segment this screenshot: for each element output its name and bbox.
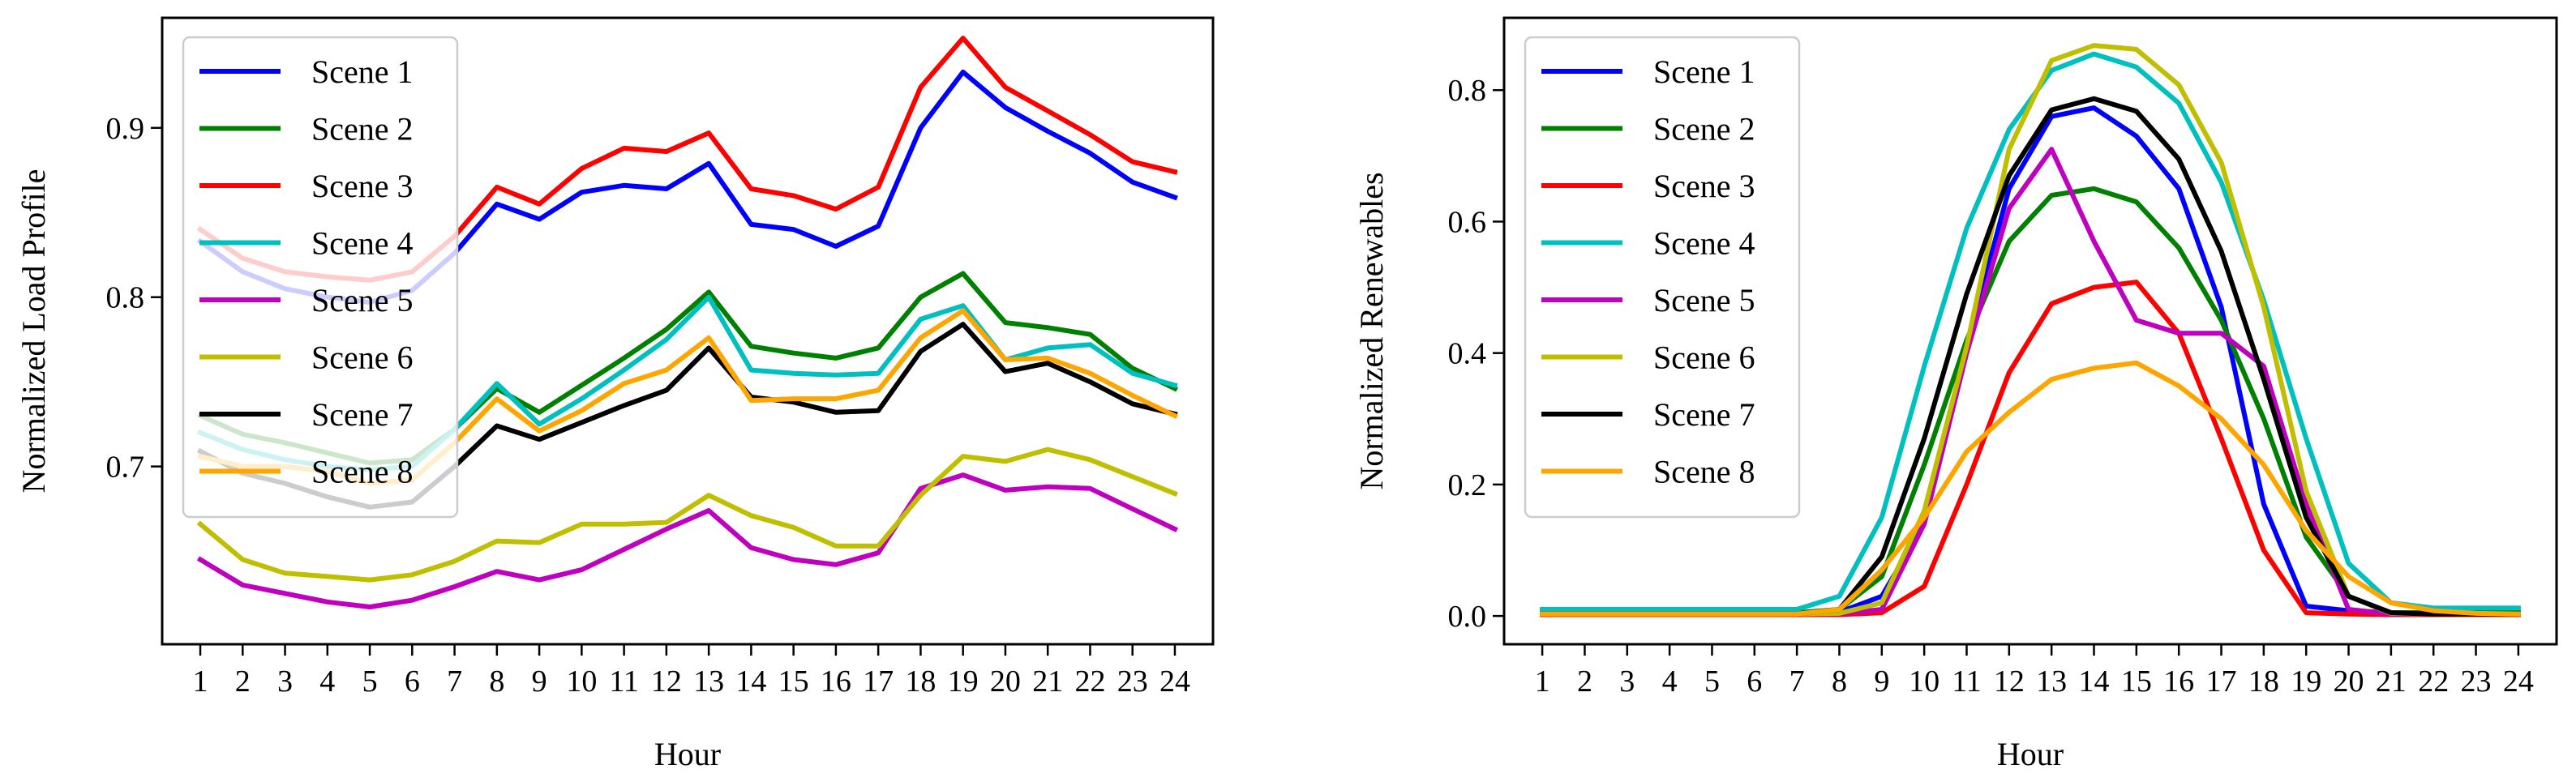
renewables-x-tick-label-6: 6 (1747, 664, 1762, 699)
renewables-legend-label-3: Scene 3 (1653, 168, 1755, 204)
renewables-legend-label-2: Scene 2 (1653, 111, 1755, 147)
load-x-tick-label-14: 14 (735, 664, 766, 699)
renewables-series-group (1540, 43, 2521, 617)
load-legend-label-8: Scene 8 (311, 454, 414, 490)
renewables-x-tick-label-1: 1 (1535, 664, 1550, 699)
load-x-tick-label-9: 9 (532, 664, 547, 699)
renewables-x-tick-label-5: 5 (1704, 664, 1720, 699)
renewables-x-tick-label-16: 16 (2163, 664, 2194, 699)
load-series-6-line (196, 447, 1178, 583)
load-x-tick-label-13: 13 (693, 664, 724, 699)
load-legend-label-3: Scene 3 (311, 168, 414, 204)
load-x-tick-label-12: 12 (651, 664, 682, 699)
load-legend-label-1: Scene 1 (311, 53, 414, 90)
renewables-x-tick-label-19: 19 (2291, 664, 2321, 699)
renewables-x-tick-label-20: 20 (2334, 664, 2364, 699)
load-x-tick-label-17: 17 (863, 664, 894, 699)
load-x-tick-label-2: 2 (235, 664, 251, 699)
renewables-x-tick-label-7: 7 (1789, 664, 1805, 699)
load-x-tick-label-11: 11 (609, 664, 639, 699)
load-legend-label-2: Scene 2 (311, 111, 414, 147)
load-x-tick-label-19: 19 (948, 664, 979, 699)
renewables-x-tick-label-22: 22 (2418, 664, 2449, 699)
load-x-tick-label-21: 21 (1032, 664, 1063, 699)
load-y-tick-label-0: 0.7 (106, 451, 145, 485)
renewables-legend-label-5: Scene 5 (1653, 282, 1755, 318)
load-y-tick-label-2: 0.9 (106, 112, 145, 146)
load-x-tick-label-3: 3 (277, 664, 293, 699)
load-x-tick-label-7: 7 (447, 664, 462, 699)
renewables-x-tick-label-15: 15 (2121, 664, 2152, 699)
load-legend-box (182, 36, 459, 519)
renewables-legend-label-1: Scene 1 (1653, 53, 1755, 90)
renewables-y-tick-label-3: 0.6 (1448, 205, 1487, 239)
renewables-legend: Scene 1 Scene 2 Scene 3 Scene 4 Scene 5 Scene… (1524, 36, 1801, 519)
load-x-tick-label-10: 10 (566, 664, 597, 699)
renewables-y-tick-label-1: 0.2 (1448, 468, 1487, 502)
renewables-x-tick-label-18: 18 (2248, 664, 2279, 699)
renewables-x-tick-label-11: 11 (1952, 664, 1982, 699)
renewables-legend-label-8: Scene 8 (1653, 454, 1755, 490)
load-legend: Scene 1 Scene 2 Scene 3 Scene 4 Scene 5 Scene… (182, 36, 459, 519)
renewables-x-tick-label-21: 21 (2376, 664, 2407, 699)
load-x-tick-label-8: 8 (489, 664, 504, 699)
load-x-tick-label-18: 18 (905, 664, 936, 699)
load-x-tick-label-16: 16 (821, 664, 851, 699)
renewables-x-tick-label-8: 8 (1832, 664, 1847, 699)
renewables-x-tick-label-9: 9 (1874, 664, 1889, 699)
renewables-x-tick-label-14: 14 (2079, 664, 2110, 699)
renewables-x-tick-label-3: 3 (1619, 664, 1635, 699)
renewables-legend-label-7: Scene 7 (1653, 396, 1755, 433)
renewables-x-tick-label-10: 10 (1909, 664, 1940, 699)
load-x-tick-label-22: 22 (1074, 664, 1105, 699)
load-series-5-line (196, 472, 1179, 609)
load-x-axis-label: Hour (654, 736, 721, 772)
load-x-tick-label-23: 23 (1117, 664, 1148, 699)
renewables-x-tick-label-23: 23 (2461, 664, 2492, 699)
renewables-chart: 1 2 3 4 5 6 7 8 9 10 11 12 13 14 15 16 17 18 19 20 21 22 23 240… (1353, 16, 2558, 772)
load-x-tick-label-20: 20 (990, 664, 1021, 699)
load-x-tick-label-5: 5 (362, 664, 378, 699)
renewables-axes-frame (1502, 16, 2558, 646)
load-axes-frame (161, 16, 1215, 646)
load-legend-label-4: Scene 4 (311, 225, 414, 262)
renewables-y-axis-label: Normalized Renewables (1353, 172, 1390, 489)
renewables-legend-label-4: Scene 4 (1653, 225, 1755, 262)
load-x-tick-label-1: 1 (193, 664, 208, 699)
renewables-series-8-line (1540, 360, 2521, 617)
renewables-y-tick-label-2: 0.4 (1448, 337, 1487, 371)
load-legend-label-6: Scene 6 (311, 340, 414, 376)
renewables-x-tick-label-4: 4 (1662, 664, 1678, 699)
renewables-x-tick-label-24: 24 (2503, 664, 2534, 699)
load-x-tick-label-24: 24 (1159, 664, 1190, 699)
renewables-legend-label-6: Scene 6 (1653, 340, 1755, 376)
renewables-legend-box (1524, 36, 1801, 519)
renewables-y-tick-label-4: 0.8 (1448, 74, 1487, 108)
renewables-x-tick-label-2: 2 (1577, 664, 1592, 699)
renewables-x-tick-label-17: 17 (2206, 664, 2237, 699)
renewables-x-axis-label: Hour (1997, 736, 2064, 772)
load-legend-label-5: Scene 5 (311, 282, 414, 318)
load-x-tick-label-6: 6 (405, 664, 420, 699)
load-x-tick-label-15: 15 (778, 664, 809, 699)
load-y-axis-label: Normalized Load Profile (15, 169, 52, 494)
load-legend-label-7: Scene 7 (311, 396, 414, 433)
renewables-x-tick-label-12: 12 (1994, 664, 2025, 699)
load-x-tick-label-4: 4 (319, 664, 335, 699)
load-chart: 1 2 3 4 5 6 7 8 9 10 11 12 13 14 15 16 17 18 19 20 21 22 23 240… (15, 16, 1215, 772)
load-y-tick-label-1: 0.8 (106, 281, 145, 315)
renewables-x-tick-label-13: 13 (2036, 664, 2067, 699)
renewables-y-tick-label-0: 0.0 (1448, 600, 1487, 634)
